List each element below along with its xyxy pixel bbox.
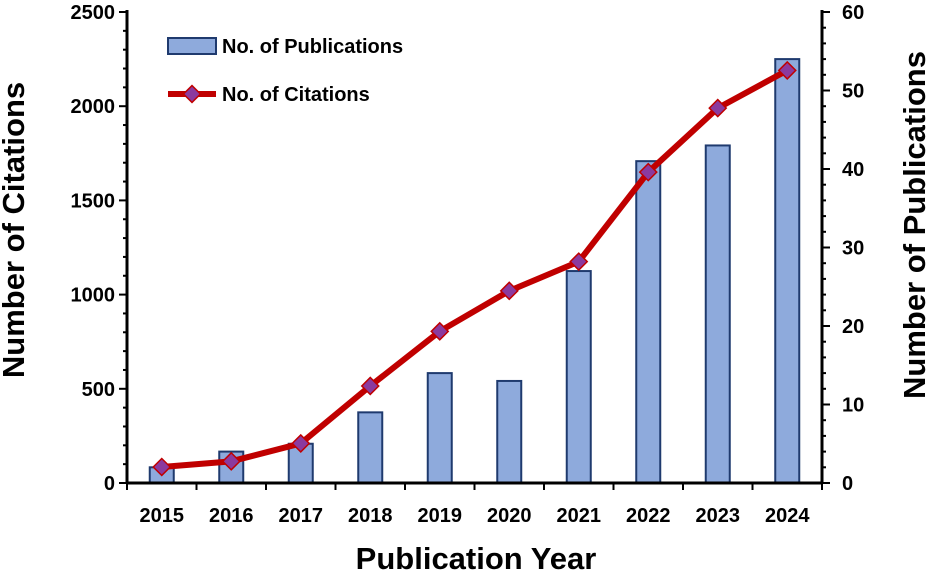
legend-label-publications: No. of Publications <box>222 36 403 58</box>
x-tick-label-2023: 2023 <box>696 505 741 527</box>
x-tick-label-2019: 2019 <box>418 505 463 527</box>
bar-2022 <box>635 160 662 484</box>
bar-2020 <box>496 379 523 485</box>
bar-2018 <box>357 411 384 485</box>
citation-marker-2024 <box>777 60 797 80</box>
right-tick-label: 50 <box>842 81 864 103</box>
left-tick-label: 500 <box>82 379 115 401</box>
citation-marker-2017 <box>291 433 311 453</box>
x-tick-label-2024: 2024 <box>765 505 810 527</box>
bar-2021 <box>565 270 592 484</box>
citation-marker-2022 <box>638 162 658 182</box>
bar-2023 <box>704 144 731 484</box>
x-tick-label-2018: 2018 <box>348 505 393 527</box>
axes <box>119 10 830 490</box>
x-tick-label-2020: 2020 <box>487 505 532 527</box>
legend-label-citations: No. of Citations <box>222 84 370 106</box>
citation-marker-2020 <box>499 281 519 301</box>
legend-line-marker <box>182 84 202 104</box>
citation-line <box>161 67 789 470</box>
left-tick-label: 2500 <box>71 2 116 24</box>
x-axis-title: Publication Year <box>356 541 597 575</box>
x-tick-label-2015: 2015 <box>140 505 185 527</box>
left-tick-label: 1000 <box>71 285 116 307</box>
publication-bars <box>148 58 801 485</box>
left-tick-label: 1500 <box>71 190 116 212</box>
legend-bar-swatch <box>167 37 217 55</box>
right-tick-label: 10 <box>842 395 864 417</box>
bar-2019 <box>426 372 453 485</box>
x-tick-label-2021: 2021 <box>557 505 602 527</box>
citation-marker-2016 <box>221 451 241 471</box>
left-tick-label: 2000 <box>71 96 116 118</box>
right-tick-label: 40 <box>842 159 864 181</box>
citation-line-group <box>152 60 797 477</box>
y-axis-left-title: Number of Citations <box>0 82 31 378</box>
right-tick-label: 0 <box>842 473 853 495</box>
tick-labels: 0 500 1000 1500 2000 2500 0 10 20 30 40 50 60 2015 201… <box>71 2 865 527</box>
citation-marker-2023 <box>708 98 728 118</box>
x-tick-label-2022: 2022 <box>626 505 671 527</box>
left-tick-label: 0 <box>104 473 115 495</box>
citation-marker-2015 <box>152 457 172 477</box>
citation-marker-2021 <box>569 252 589 272</box>
x-tick-label-2017: 2017 <box>279 505 324 527</box>
right-tick-label: 30 <box>842 238 864 260</box>
citation-marker-2019 <box>430 321 450 341</box>
right-tick-label: 60 <box>842 2 864 24</box>
legend: No. of Publications No. of Citations <box>167 36 403 106</box>
x-tick-label-2016: 2016 <box>209 505 254 527</box>
y-axis-right-title: Number of Publications <box>897 51 931 399</box>
citation-marker-2018 <box>360 376 380 396</box>
bar-2024 <box>774 58 801 484</box>
right-tick-label: 20 <box>842 316 864 338</box>
